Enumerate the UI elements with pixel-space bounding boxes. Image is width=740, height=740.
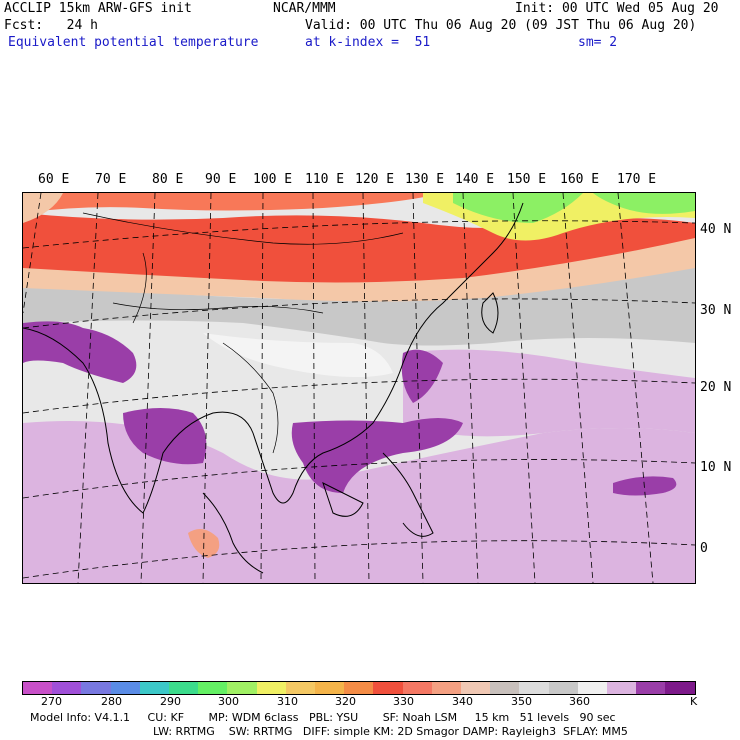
theta-e-region-purple [123, 408, 207, 465]
lon-label: 110 E [305, 172, 345, 187]
colorbar-tick-label: 350 [511, 695, 532, 708]
graticule [23, 193, 695, 583]
colorbar-unit-label: K [690, 695, 698, 708]
colorbar-cell [315, 682, 345, 694]
colorbar-cell [636, 682, 666, 694]
colorbar-cell [81, 682, 111, 694]
header-smoothing: sm= 2 [578, 35, 618, 50]
header-model-title: ACCLIP 15km ARW-GFS init [4, 1, 192, 16]
colorbar-cell [52, 682, 82, 694]
colorbar-cell [577, 682, 608, 694]
colorbar-cell [110, 682, 140, 694]
header-valid-time: Valid: 00 UTC Thu 06 Aug 20 (09 JST Thu … [305, 18, 697, 33]
colorbar-cell [139, 682, 170, 694]
lon-label: 170 E [617, 172, 657, 187]
lon-label: 60 E [38, 172, 70, 187]
colorbar-cell [198, 682, 228, 694]
colorbar-cell [461, 682, 491, 694]
colorbar-tick-label: 270 [41, 695, 62, 708]
map-canvas [23, 193, 695, 583]
footer-model-info: Model Info: V4.1.1 CU: KF MP: WDM 6class… [30, 711, 616, 724]
lon-label: 70 E [95, 172, 127, 187]
colorbar-tick-label: 310 [277, 695, 298, 708]
lon-label: 100 E [253, 172, 293, 187]
theta-e-region-gray [23, 263, 695, 346]
colorbar-cell [519, 682, 549, 694]
coastlines [23, 202, 524, 574]
theta-e-region-lavender [403, 349, 695, 437]
colorbar-cell [227, 682, 257, 694]
lon-label: 130 E [405, 172, 445, 187]
colorbar-cell [402, 682, 432, 694]
lon-label: 90 E [205, 172, 237, 187]
header-init-time: Init: 00 UTC Wed 05 Aug 20 [515, 1, 719, 16]
theta-e-region-purple [401, 349, 443, 403]
colorbar-cell [665, 682, 695, 694]
lon-label: 140 E [455, 172, 495, 187]
lon-label: 160 E [560, 172, 600, 187]
header-org: NCAR/MMM [273, 1, 336, 16]
header-level: at k-index = 51 [305, 35, 431, 50]
colorbar-tick-label: 280 [101, 695, 122, 708]
theta-e-region-peach [23, 233, 695, 302]
footer-physics-info: LW: RRTMG SW: RRTMG DIFF: simple KM: 2D … [153, 725, 628, 738]
lon-label: 120 E [355, 172, 395, 187]
header-forecast-hour: Fcst: 24 h [4, 18, 98, 33]
colorbar-tick-label: 360 [569, 695, 590, 708]
theta-e-region-green [453, 193, 583, 223]
colorbar-cell [373, 682, 403, 694]
colorbar-tick-label: 340 [452, 695, 473, 708]
colorbar-cell [344, 682, 374, 694]
colorbar [22, 681, 696, 695]
theta-e-map [22, 192, 696, 584]
lat-label: 20 N [700, 380, 732, 395]
colorbar-cell [607, 682, 637, 694]
theta-e-region-purple [291, 418, 463, 493]
lat-label: 30 N [700, 303, 732, 318]
theta-e-region-white [203, 333, 393, 377]
colorbar-cell [23, 682, 53, 694]
colorbar-cell [548, 682, 578, 694]
colorbar-cell [256, 682, 286, 694]
theta-e-region-orange-red [23, 193, 443, 213]
header-field-name: Equivalent potential temperature [8, 35, 259, 50]
colorbar-cell [285, 682, 316, 694]
lat-label: 40 N [700, 222, 732, 237]
colorbar-cell [490, 682, 520, 694]
lon-label: 80 E [152, 172, 184, 187]
colorbar-tick-label: 330 [393, 695, 414, 708]
colorbar-cell [169, 682, 199, 694]
colorbar-cell [431, 682, 462, 694]
lon-label: 150 E [507, 172, 547, 187]
lat-label: 0 [700, 541, 708, 556]
colorbar-tick-label: 320 [335, 695, 356, 708]
colorbar-tick-label: 290 [160, 695, 181, 708]
lat-label: 10 N [700, 460, 732, 475]
theta-e-region-peach [23, 193, 63, 223]
theta-e-region-purple [23, 321, 137, 383]
colorbar-tick-label: 300 [218, 695, 239, 708]
